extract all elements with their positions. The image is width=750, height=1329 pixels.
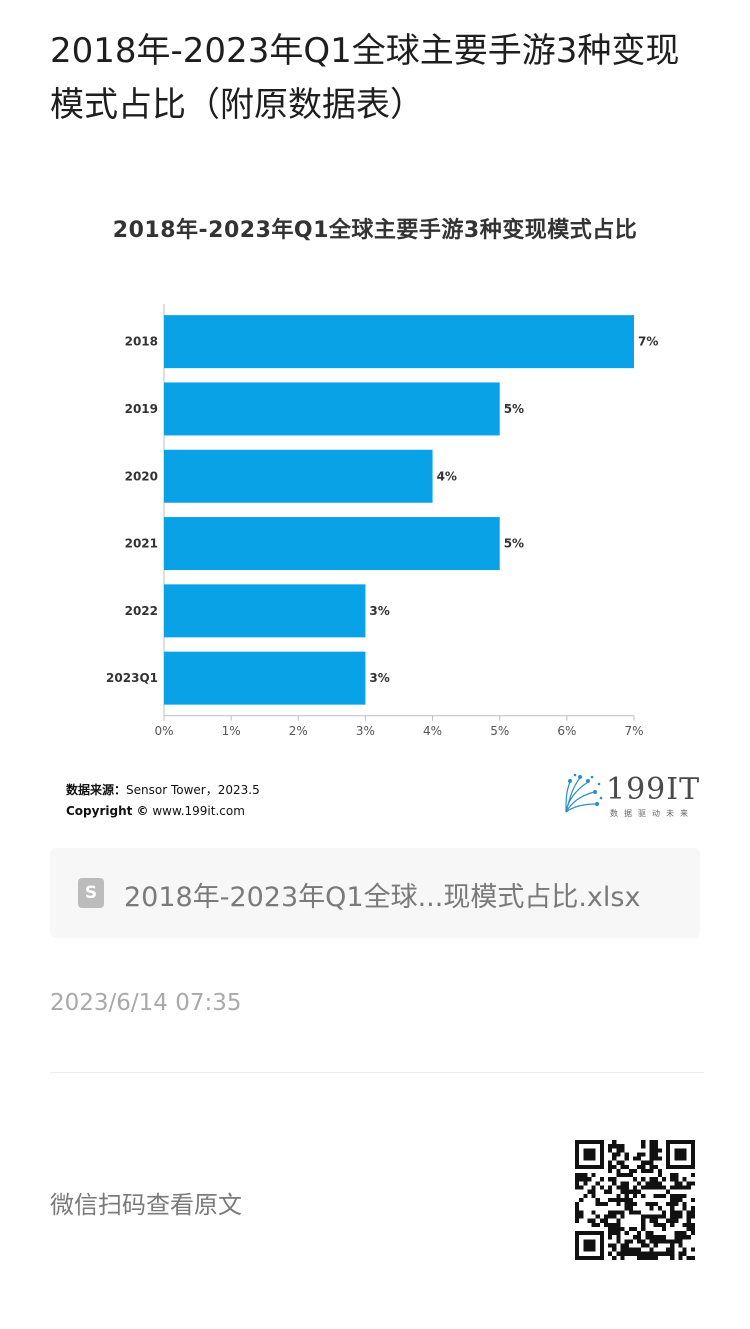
x-tick-label: 2% — [289, 724, 308, 738]
source-label: 数据来源： — [66, 783, 127, 797]
x-tick-label: 5% — [490, 724, 509, 738]
data-label: 3% — [369, 671, 389, 685]
source-value: Sensor Tower，2023.5 — [126, 783, 260, 797]
logo-slogan: 数据驱动未来 — [610, 809, 694, 818]
qr-code[interactable] — [575, 1140, 695, 1260]
category-label: 2021 — [125, 537, 158, 551]
copyright-value: www.199it.com — [148, 804, 245, 818]
x-tick-label: 1% — [222, 724, 241, 738]
category-label: 2020 — [125, 469, 158, 483]
data-label: 5% — [504, 537, 524, 551]
bar-2021 — [164, 517, 500, 571]
attachment-card[interactable]: S 2018年-2023年Q1全球...现模式占比.xlsx — [50, 848, 700, 938]
x-tick-label: 6% — [557, 724, 576, 738]
logo-text: 199IT — [606, 772, 701, 807]
bar-2018 — [164, 315, 634, 369]
chart-title: 2018年-2023年Q1全球主要手游3种变现模式占比 — [112, 218, 638, 243]
data-label: 4% — [437, 469, 457, 483]
x-tick-label: 7% — [624, 724, 643, 738]
publish-timestamp: 2023/6/14 07:35 — [50, 990, 242, 1016]
bar-2023Q1 — [164, 651, 366, 705]
x-tick-label: 3% — [356, 724, 375, 738]
199it-logo: 199IT 数据驱动未来 — [558, 772, 701, 820]
divider — [50, 1072, 704, 1073]
article-title: 2018年-2023年Q1全球主要手游3种变现模式占比（附原数据表） — [50, 31, 680, 125]
chart-source: 数据来源：Sensor Tower，2023.5 Copyright © www… — [66, 780, 260, 822]
category-label: 2018 — [125, 335, 158, 349]
data-label: 7% — [638, 335, 658, 349]
category-label: 2019 — [125, 402, 158, 416]
spreadsheet-icon: S — [78, 878, 104, 908]
bar-2022 — [164, 584, 366, 638]
data-label: 5% — [504, 402, 524, 416]
wechat-scan-hint: 微信扫码查看原文 — [50, 1191, 242, 1219]
bar-chart: 2018 7% 2019 5% 2020 4% 2021 5% 2022 3% 2023Q1 3% 0%… — [106, 304, 658, 738]
category-label: 2023Q1 — [106, 671, 158, 685]
bar-2020 — [164, 449, 433, 503]
copyright-label: Copyright © — [66, 804, 149, 818]
data-label: 3% — [369, 604, 389, 618]
x-tick-label: 4% — [423, 724, 442, 738]
bar-2019 — [164, 382, 500, 436]
chart-image: 2018年-2023年Q1全球主要手游3种变现模式占比 2018 7% 2019 5%… — [50, 188, 700, 828]
dandelion-logo-icon — [565, 773, 603, 813]
x-tick-label: 0% — [154, 724, 173, 738]
category-label: 2022 — [125, 604, 158, 618]
attachment-file-name: 2018年-2023年Q1全球...现模式占比.xlsx — [124, 882, 641, 913]
